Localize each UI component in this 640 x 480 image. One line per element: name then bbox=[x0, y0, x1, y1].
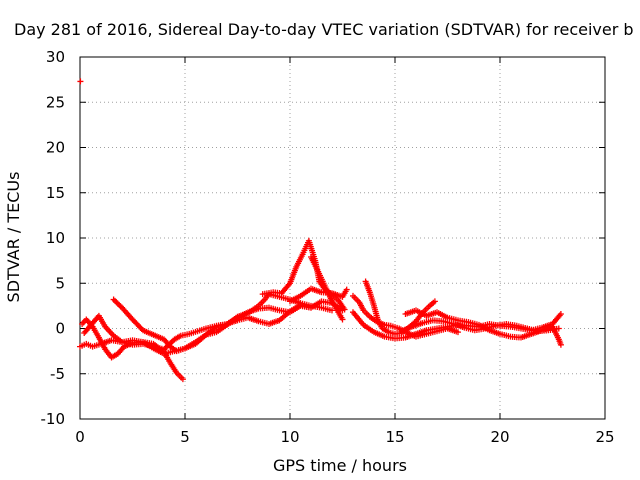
series-0 bbox=[77, 78, 84, 85]
series-9 bbox=[362, 278, 438, 337]
grid-lines bbox=[80, 57, 605, 419]
y-tick-label: 0 bbox=[55, 320, 65, 338]
x-tick-label: 0 bbox=[75, 428, 85, 446]
data-point bbox=[555, 325, 562, 332]
series-12 bbox=[398, 317, 562, 335]
series-7 bbox=[287, 285, 350, 305]
data-point bbox=[557, 341, 564, 348]
y-tick-label: 30 bbox=[46, 48, 65, 66]
y-tick-label: 10 bbox=[46, 229, 65, 247]
y-tick-label: 15 bbox=[46, 184, 65, 202]
x-tick-label: 5 bbox=[180, 428, 190, 446]
y-tick-label: 20 bbox=[46, 139, 65, 157]
y-tick-label: -10 bbox=[41, 410, 66, 428]
data-markers bbox=[77, 78, 564, 383]
axis-ticks: 0 5 10 15 20 25 -10 -5 0 5 10 15 20 25 30 bbox=[41, 48, 615, 446]
y-tick-label: 5 bbox=[55, 274, 65, 292]
x-tick-label: 25 bbox=[595, 428, 614, 446]
x-tick-label: 10 bbox=[280, 428, 299, 446]
x-axis-label: GPS time / hours bbox=[273, 456, 407, 475]
x-tick-label: 15 bbox=[385, 428, 404, 446]
data-point bbox=[557, 311, 564, 318]
data-point bbox=[329, 307, 335, 314]
data-point bbox=[179, 376, 186, 383]
plot-frame bbox=[79, 56, 606, 420]
data-point bbox=[341, 306, 348, 313]
x-tick-label: 20 bbox=[490, 428, 509, 446]
y-tick-label: 25 bbox=[46, 93, 65, 111]
y-tick-label: -5 bbox=[50, 365, 65, 383]
y-axis-label: SDTVAR / TECUs bbox=[4, 172, 23, 303]
data-point bbox=[77, 78, 84, 85]
data-point bbox=[455, 329, 461, 336]
data-point bbox=[339, 316, 346, 323]
data-point bbox=[431, 298, 438, 305]
chart-title: Day 281 of 2016, Sidereal Day-to-day VTE… bbox=[14, 20, 634, 39]
data-point bbox=[343, 286, 350, 293]
